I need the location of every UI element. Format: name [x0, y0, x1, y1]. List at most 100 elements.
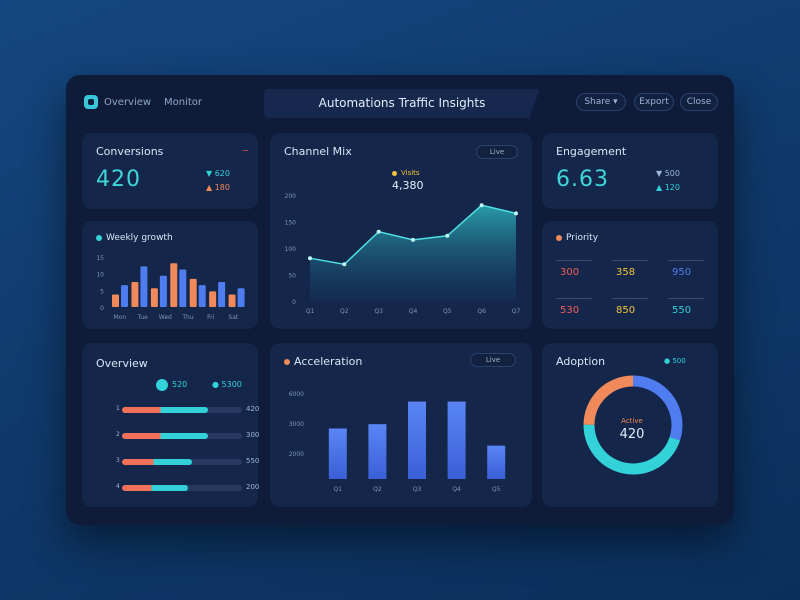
progress-track [122, 433, 242, 439]
overview-knob[interactable] [156, 379, 168, 391]
y-tick-label: 2000 [289, 451, 304, 458]
y-tick-label: 0 [100, 305, 104, 312]
close-button[interactable]: Close [680, 93, 718, 111]
progress-row-label: 1 [116, 405, 120, 412]
progress-row-value: 300 [246, 431, 260, 439]
progress-row-label: 3 [116, 457, 120, 464]
x-tick-label: Q3 [413, 486, 422, 493]
export-button[interactable]: Export [634, 93, 674, 111]
donut-center-value: 420 [619, 427, 645, 442]
kpi-right-stat-down: ▼ 500 [656, 169, 680, 178]
area-legend-label: Visits [401, 169, 420, 177]
live-badge[interactable]: Live [476, 145, 518, 159]
donut-slice [583, 375, 683, 475]
bar [408, 401, 426, 479]
adoption-card: Adoption ● 500 Active 420 [542, 343, 718, 507]
kpi-title-right: Engagement [556, 145, 627, 158]
page-title-bar: Automations Traffic Insights [264, 89, 540, 118]
acceleration-label: Acceleration [294, 355, 363, 368]
progress-row-value: 200 [246, 483, 260, 491]
progress-row-value: 420 [246, 405, 260, 413]
table-cell-label: —————— [612, 295, 648, 302]
x-tick-label: Sat [228, 314, 238, 321]
table-cell-value: 358 [616, 267, 636, 278]
x-tick-label: Fri [207, 314, 214, 321]
data-point [376, 229, 381, 234]
bar [447, 401, 466, 479]
x-tick-label: Q4 [452, 486, 461, 493]
bar [150, 288, 158, 307]
top-bar: Overview Monitor Automations Traffic Ins… [66, 75, 734, 125]
bar [328, 428, 347, 479]
bar [121, 285, 128, 307]
donut-center-label: Active [621, 417, 643, 425]
bar [159, 275, 167, 307]
x-tick-label: Q1 [306, 308, 315, 315]
x-tick-label: Q7 [512, 308, 521, 315]
y-tick-label: 150 [285, 220, 297, 227]
progress-track [122, 407, 242, 413]
kpi-card-conversions: Conversions − 420 ▼ 620 ▲ 180 [82, 133, 258, 209]
area-value-label: 4,380 [392, 179, 424, 192]
bar [237, 288, 245, 307]
kpi-value-right: 6.63 [556, 167, 609, 192]
table-cell-value: 850 [616, 305, 636, 316]
bar [189, 278, 197, 307]
table-cell-label: —————— [556, 295, 592, 302]
weekly-growth-chart: 15 10 5 0 Mon Tue Wed Thu Fri Sat [96, 255, 245, 321]
kpi-stat-up: ▲ 180 [206, 183, 230, 192]
y-tick-label: 200 [285, 193, 297, 200]
area-legend: Visits [392, 169, 420, 177]
overview-title: Overview [96, 357, 148, 370]
bar [131, 282, 139, 307]
donut-slice [583, 375, 683, 475]
progress-track [122, 459, 242, 465]
data-point [514, 211, 518, 216]
x-tick-label: Q6 [477, 308, 486, 315]
table-cell-value: 550 [672, 305, 692, 316]
adoption-badge: ● 500 [664, 357, 686, 365]
kpi-title: Conversions [96, 145, 164, 158]
acceleration-badge[interactable]: Live [470, 353, 516, 367]
share-button[interactable]: Share ▾ [576, 93, 626, 111]
adoption-title: Adoption [556, 355, 606, 368]
acceleration-title: Acceleration [284, 355, 362, 368]
kpi-card-engagement: Engagement 6.63 ▼ 500 ▲ 120 [542, 133, 718, 209]
x-tick-label: Q2 [340, 308, 349, 315]
channel-mix-card: Channel Mix Live Visits 4,380 200 150 100 5… [270, 133, 532, 329]
nav-item-monitor[interactable]: Monitor [164, 97, 203, 108]
kpi-stat-down: ▼ 620 [206, 169, 230, 178]
data-point [308, 256, 312, 261]
progress-fill [122, 407, 209, 413]
bar [209, 291, 217, 307]
bar [368, 424, 387, 479]
weekly-growth-title: Weekly growth [96, 233, 173, 243]
data-point [411, 237, 415, 242]
bar [198, 285, 206, 307]
nav-item-overview[interactable]: Overview [104, 97, 152, 108]
y-tick-label: 15 [96, 255, 104, 262]
kpi-right-stat-up: ▲ 120 [656, 183, 680, 192]
x-tick-label: Q4 [409, 308, 418, 315]
bar [140, 266, 148, 307]
x-tick-label: Tue [137, 314, 149, 321]
logo-icon [84, 95, 98, 109]
y-tick-label: 6000 [289, 391, 304, 398]
bar [179, 269, 187, 307]
progress-fill [122, 459, 192, 465]
weekly-growth-label: Weekly growth [106, 233, 173, 243]
table-cell-label: —————— [612, 257, 648, 264]
y-tick-label: 10 [96, 272, 104, 279]
data-point [479, 203, 484, 208]
dashboard-window: Overview Monitor Automations Traffic Ins… [66, 75, 734, 525]
y-tick-label: 3000 [289, 421, 304, 428]
y-tick-label: 100 [285, 246, 297, 253]
y-tick-label: 0 [292, 299, 296, 306]
bar [112, 294, 119, 307]
overview-card: Overview 520 ● 5300 1 420 2 300 3 550 4 200 [82, 343, 260, 507]
adoption-donut-chart [583, 375, 683, 475]
overview-header-value: 520 [172, 380, 188, 389]
table-cell-value: 300 [560, 267, 580, 278]
channel-mix-title: Channel Mix [284, 145, 352, 158]
table-cell-label: —————— [668, 257, 704, 264]
